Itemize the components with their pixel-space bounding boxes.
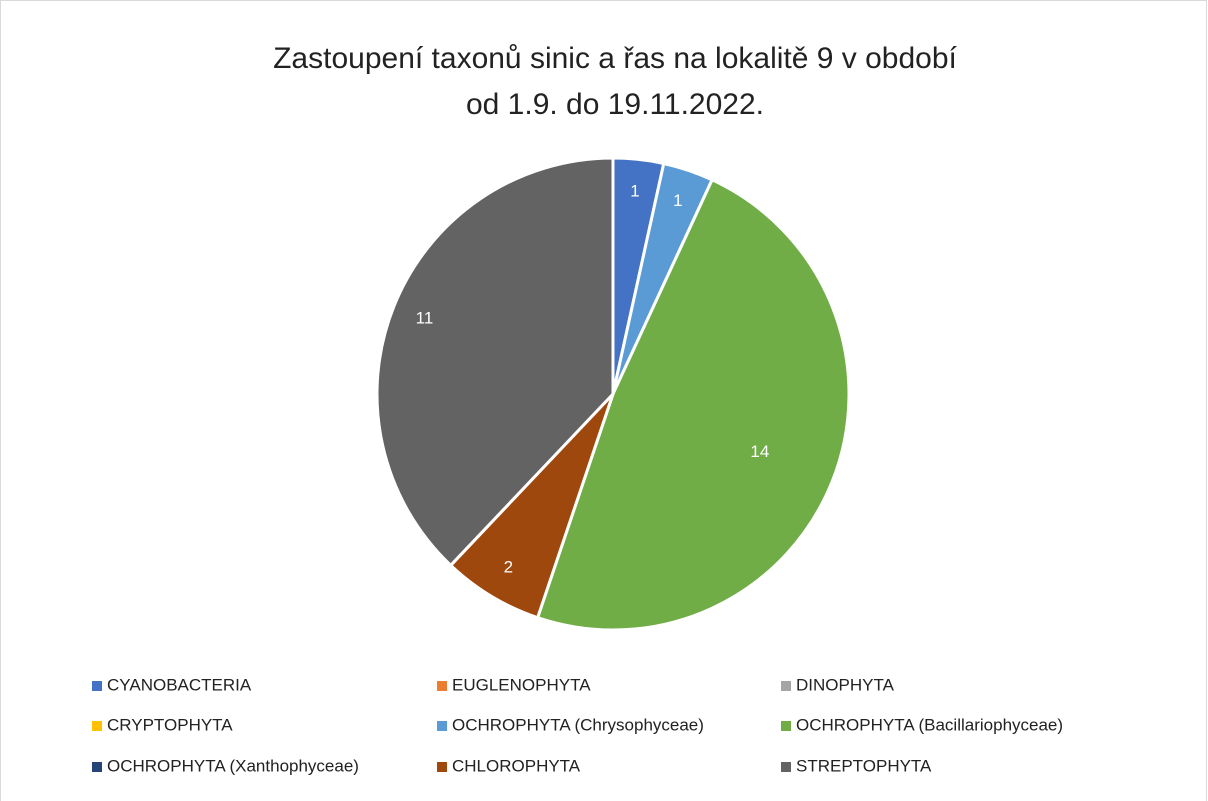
legend-swatch <box>92 681 102 691</box>
data-label: 1 <box>630 182 639 201</box>
legend-swatch <box>781 762 791 772</box>
pie-slice <box>375 156 615 568</box>
legend-label: STREPTOPHYTA <box>796 756 932 775</box>
legend-label: CYANOBACTERIA <box>107 675 252 694</box>
legend-label: CHLOROPHYTA <box>452 756 581 775</box>
data-label: 14 <box>750 442 769 461</box>
legend-swatch <box>437 721 447 731</box>
pie-slice <box>535 177 851 632</box>
legend-swatch <box>92 721 102 731</box>
data-label: 2 <box>504 557 513 576</box>
legend-label: CRYPTOPHYTA <box>107 715 233 734</box>
chart-title: od 1.9. do 19.11.2022. <box>466 88 764 121</box>
data-label: 1 <box>673 191 682 210</box>
legend-swatch <box>781 721 791 731</box>
legend-label: OCHROPHYTA (Bacillariophyceae) <box>796 715 1063 734</box>
legend-swatch <box>437 681 447 691</box>
legend-label: OCHROPHYTA (Xanthophyceae) <box>107 756 359 775</box>
legend-label: OCHROPHYTA (Chrysophyceae) <box>452 715 704 734</box>
chart-title: Zastoupení taxonů sinic a řas na lokalit… <box>273 42 957 75</box>
data-label: 11 <box>416 308 434 327</box>
legend-swatch <box>437 762 447 772</box>
legend-label: EUGLENOPHYTA <box>452 675 591 694</box>
legend-swatch <box>92 762 102 772</box>
legend-swatch <box>781 681 791 691</box>
legend-label: DINOPHYTA <box>796 675 895 694</box>
